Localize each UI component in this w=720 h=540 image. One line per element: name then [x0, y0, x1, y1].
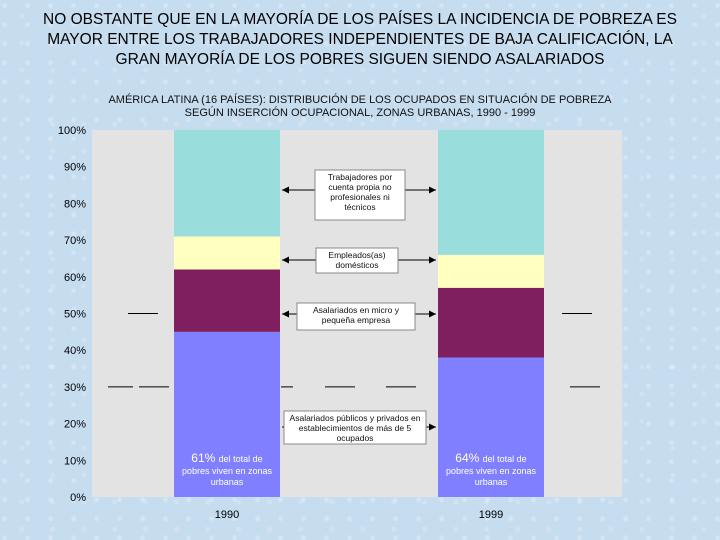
y-tick-label: 0%	[70, 492, 86, 504]
urban-poverty-share-label: 64% del total de	[455, 451, 526, 465]
annotation-box	[296, 302, 416, 331]
chart-subtitle: AMÉRICA LATINA (16 PAÍSES): DISTRIBUCIÓN…	[108, 94, 612, 119]
y-tick-label: 100%	[58, 125, 86, 137]
annotation-label: Trabajadores por cuenta propia no profesio…	[328, 172, 393, 212]
annotation-box	[315, 247, 399, 274]
y-tick-label: 30%	[64, 382, 86, 394]
y-tick-label: 90%	[64, 162, 86, 174]
annotation-box	[283, 410, 427, 445]
y-tick-label: 60%	[64, 272, 86, 284]
arrowhead-right	[429, 186, 436, 194]
urban-poverty-share-text: pobres viven en zonas	[446, 466, 537, 476]
arrowhead-left	[282, 186, 289, 194]
y-tick-label: 80%	[64, 198, 86, 210]
arrowhead-left	[282, 310, 289, 318]
arrowhead-left	[282, 256, 289, 264]
arrowhead-right	[429, 423, 436, 431]
y-tick-label: 40%	[64, 345, 86, 357]
urban-poverty-share-text: urbanas	[211, 477, 244, 487]
bar-segment	[438, 357, 544, 497]
y-tick-label: 70%	[64, 235, 86, 247]
annotation-box	[314, 169, 406, 221]
bar-segment	[438, 130, 544, 255]
bar-segment	[174, 331, 280, 497]
bar-segment	[174, 130, 280, 237]
bar-segment	[174, 269, 280, 332]
bar-segment	[438, 287, 544, 358]
y-tick-label: 50%	[64, 309, 86, 321]
arrowhead-right	[429, 310, 436, 318]
arrowhead-right	[429, 256, 436, 264]
urban-poverty-share-text: urbanas	[475, 477, 508, 487]
bar-segment	[174, 236, 280, 270]
bar-segment	[438, 254, 544, 288]
annotation-label: Asalariados públicos y privados en establ…	[290, 413, 421, 443]
chart-title: NO OBSTANTE QUE EN LA MAYORÍA DE LOS PAÍ…	[43, 11, 677, 68]
urban-poverty-share-label: 61% del total de	[191, 451, 262, 465]
annotation-label: Asalariados en micro y pequeña empresa	[313, 305, 400, 325]
x-tick-label: 1990	[215, 509, 239, 521]
y-tick-label: 20%	[64, 419, 86, 431]
urban-poverty-share-text: pobres viven en zonas	[182, 466, 273, 476]
annotation-label: Empleados(as) domésticos	[328, 250, 385, 270]
y-tick-label: 10%	[64, 455, 86, 467]
x-tick-label: 1999	[479, 509, 503, 521]
